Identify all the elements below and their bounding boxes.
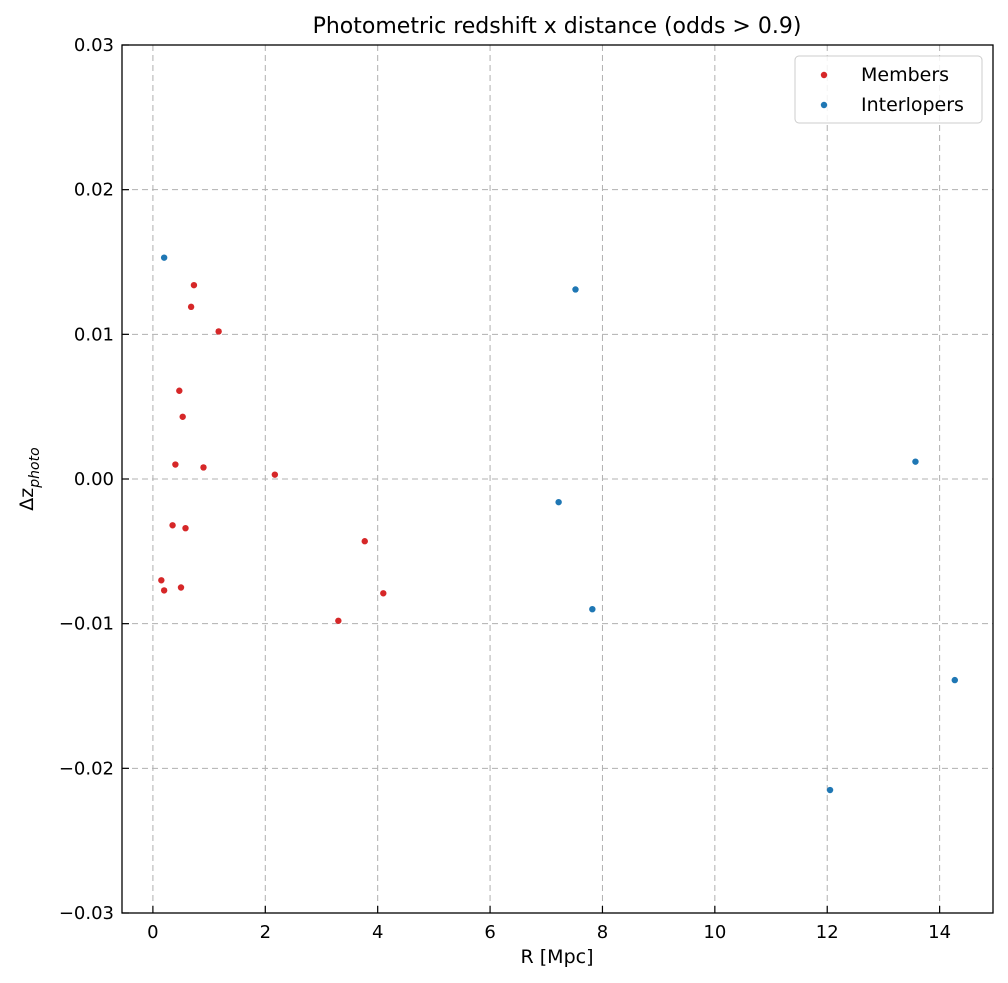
point-members: [176, 387, 183, 394]
point-members: [169, 522, 176, 529]
point-members: [215, 328, 222, 335]
point-interlopers: [826, 786, 834, 794]
legend: Members Interlopers: [794, 55, 983, 124]
y-tick-label: −0.03: [59, 903, 114, 924]
point-interlopers: [951, 676, 958, 684]
legend-label-members: Members: [861, 64, 949, 86]
x-tick-label: 0: [147, 922, 158, 943]
x-tick-label: 14: [928, 922, 951, 943]
y-tick-label: 0.03: [74, 35, 114, 56]
point-interlopers: [555, 498, 562, 506]
point-members: [160, 587, 168, 594]
y-tick-label: −0.02: [59, 758, 114, 779]
point-members: [190, 281, 198, 289]
point-members: [271, 471, 279, 478]
x-axis-label: R [Mpc]: [521, 946, 594, 968]
y-axis-label-main: Δz: [16, 488, 38, 511]
point-members: [361, 538, 368, 545]
point-interlopers: [589, 606, 596, 613]
x-tick-label: 4: [372, 922, 383, 943]
axis-ticks: 0 2 4 6 8 10 12 14 −0.03 −0.02 −0.01 0.00 0.01 0.02 0.…: [59, 35, 951, 943]
y-axis-label-sub: photo: [27, 447, 43, 488]
legend-marker-members: [820, 71, 828, 79]
point-members: [335, 617, 342, 624]
point-interlopers: [160, 254, 168, 261]
y-tick-label: 0.02: [74, 180, 114, 201]
y-tick-label: 0.01: [74, 324, 114, 345]
x-tick-label: 6: [484, 922, 495, 943]
legend-label-interlopers: Interlopers: [861, 94, 964, 116]
point-members: [177, 584, 185, 591]
point-interlopers: [572, 286, 579, 293]
y-tick-label: 0.00: [74, 469, 114, 490]
x-tick-label: 8: [597, 922, 608, 943]
y-tick-label: −0.01: [59, 614, 114, 635]
point-members: [179, 413, 186, 420]
x-tick-label: 2: [260, 922, 271, 943]
grid: [122, 44, 993, 914]
point-members: [158, 577, 165, 584]
legend-box: [794, 55, 983, 124]
y-axis-label: Δzphoto: [16, 447, 43, 510]
point-members: [200, 464, 207, 471]
legend-marker-interlopers: [820, 101, 828, 109]
chart-title: Photometric redshift x distance (odds > …: [313, 14, 802, 39]
point-members: [187, 303, 195, 311]
data-points: [158, 254, 958, 794]
point-members: [182, 524, 189, 532]
x-tick-label: 12: [816, 922, 839, 943]
point-members: [172, 461, 179, 468]
x-tick-label: 10: [703, 922, 726, 943]
point-members: [380, 590, 387, 597]
point-interlopers: [912, 458, 919, 465]
